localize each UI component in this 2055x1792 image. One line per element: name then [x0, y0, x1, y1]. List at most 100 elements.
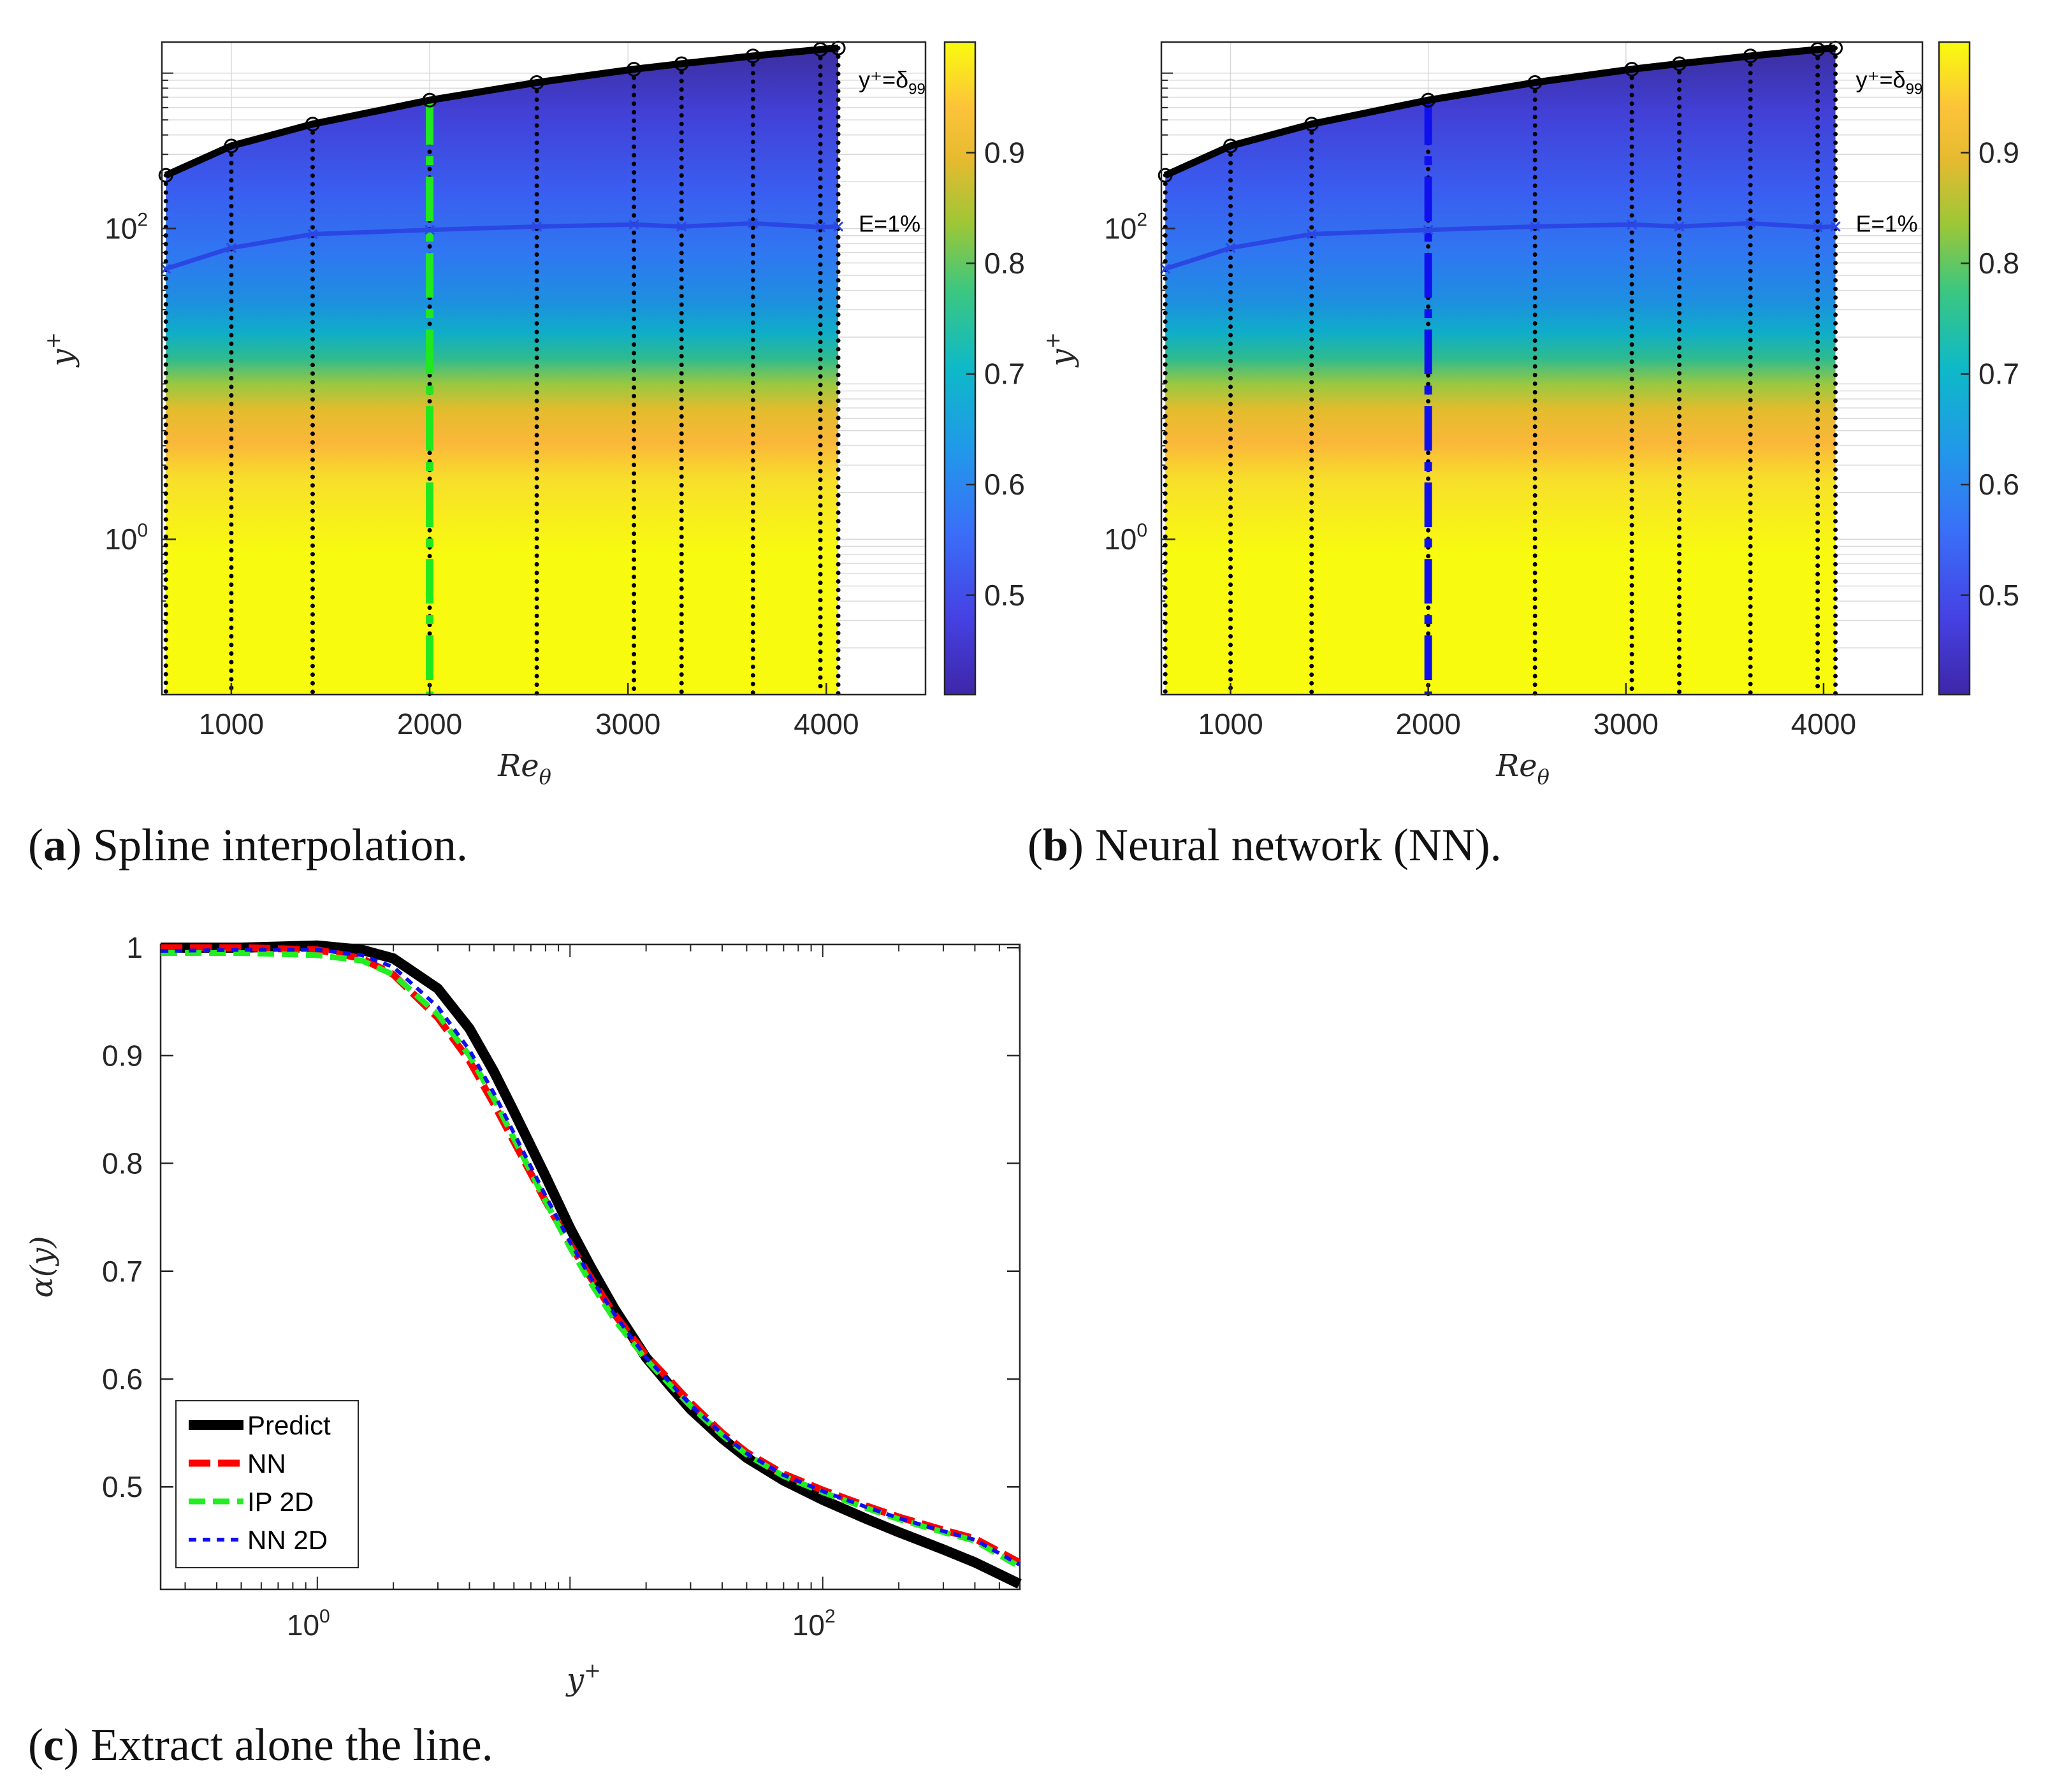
e1-marker [161, 263, 171, 274]
y-tick-label: 0.5 [102, 1470, 143, 1503]
colorbar-tick-label: 0.6 [1979, 468, 2019, 501]
delta99-marker [1624, 62, 1639, 77]
delta99-marker [674, 56, 689, 71]
colorbar-tick-label: 0.7 [984, 358, 1025, 391]
delta99-curve [164, 44, 839, 179]
heatmap-field [1165, 48, 1836, 695]
x-tick-label: 4000 [1791, 707, 1856, 741]
delta99-marker [224, 138, 239, 154]
delta99-marker [627, 62, 642, 77]
e1-marker [1674, 221, 1685, 232]
delta99-curve [1163, 44, 1836, 179]
e1-marker [532, 221, 542, 232]
e1-marker [748, 218, 759, 229]
colorbar-tick-label: 0.7 [1979, 358, 2019, 391]
e1-marker [1530, 221, 1541, 232]
x-tick-label: 100 [287, 1606, 330, 1642]
x-tick-label: 102 [792, 1606, 836, 1642]
e1-curve [165, 220, 839, 271]
y-tick-label: 0.6 [102, 1362, 143, 1396]
y-tick-label: 102 [105, 210, 148, 245]
colorbar-tick-label: 0.9 [1979, 136, 2019, 170]
e1-marker [1160, 263, 1171, 274]
panel-a-heatmap: 1000 2000 3000 4000 100 102 Reθ y+ y⁺=δ99 E=1% 0.5… [41, 40, 1025, 789]
e1-marker [628, 219, 639, 230]
y-tick-label: 0.8 [102, 1147, 143, 1180]
x-axis-label: Reθ [497, 748, 551, 789]
x-tick-label: 3000 [595, 707, 660, 741]
delta99-marker [1304, 117, 1319, 132]
y-tick-label: 0.9 [102, 1039, 143, 1072]
axes-frame [1160, 41, 1924, 696]
caption-c: (c) Extract alone the line. [28, 1719, 493, 1770]
x-tick-label: 1000 [1198, 707, 1263, 741]
legend-label: NN [247, 1449, 286, 1478]
colorbar-tick-label: 0.5 [984, 579, 1025, 612]
colorbar-tick-label: 0.8 [984, 247, 1025, 280]
e1-marker [226, 242, 236, 254]
delta99-marker [158, 168, 173, 183]
x-axis-label: Reθ [1495, 748, 1550, 789]
x-tick-label: 2000 [397, 707, 462, 741]
y-axis-label: α(y) [24, 1236, 60, 1298]
y-axis-label: y+ [41, 332, 80, 368]
x-tick-label: 3000 [1594, 707, 1659, 741]
legend-label: IP 2D [247, 1487, 314, 1517]
e1-marker [1306, 229, 1317, 240]
e1-marker [425, 224, 435, 235]
colorbar-tick-label: 0.5 [1979, 579, 2019, 612]
series-line-predict [161, 940, 1022, 1589]
e1-marker [1812, 222, 1823, 233]
colorbar [943, 41, 977, 696]
caption-a: (a) Spline interpolation. [28, 820, 468, 871]
y-tick-label: 100 [105, 520, 148, 556]
delta99-marker [813, 42, 828, 57]
series-line-ip-2d [161, 950, 1021, 1570]
delta99-marker [422, 92, 437, 108]
e1-marker [1745, 218, 1756, 229]
colorbar-tick-label: 0.8 [1979, 247, 2019, 280]
y-axis-label: y+ [1040, 332, 1080, 368]
colorbar [1938, 41, 1971, 696]
delta99-marker [745, 48, 760, 64]
delta99-marker [1421, 92, 1436, 108]
delta99-marker [1527, 75, 1543, 90]
e1-marker [1423, 224, 1434, 235]
e1-marker [676, 221, 687, 232]
axes-frame [161, 41, 927, 696]
legend-label: NN 2D [247, 1525, 328, 1555]
delta99-marker [1743, 48, 1758, 64]
e1-marker [1830, 221, 1841, 232]
x-tick-label: 4000 [794, 707, 859, 741]
heatmap-field [166, 48, 839, 695]
delta99-annotation: y⁺=δ99 [1856, 66, 1923, 98]
delta99-marker [1223, 138, 1238, 154]
delta99-marker [1810, 42, 1826, 57]
delta99-marker [1158, 168, 1173, 183]
y-tick-label: 102 [1104, 210, 1147, 245]
colorbar-tick-label: 0.9 [984, 136, 1025, 170]
delta99-marker [305, 117, 320, 132]
y-tick-label: 1 [126, 931, 143, 964]
e1-marker [815, 222, 826, 233]
series-line-nn-2d [161, 948, 1020, 1566]
x-axis-label: y+ [565, 1658, 601, 1698]
e1-marker [833, 221, 844, 232]
e1-marker [1225, 242, 1236, 254]
e1-annotation: E=1% [1856, 210, 1918, 236]
caption-b: (b) Neural network (NN). [1028, 820, 1502, 871]
legend-label: Predict [247, 1410, 331, 1440]
x-tick-label: 2000 [1396, 707, 1461, 741]
e1-curve [1165, 220, 1836, 271]
panel-b-heatmap: 1000 2000 3000 4000 100 102 Reθ y+ y⁺=δ99 E=1% 0.5… [1040, 40, 2019, 789]
panel-c-line-chart: 100 102 0.5 0.6 0.7 0.8 0.9 1 y+ α(y) Predict NN IP … [24, 931, 1022, 1698]
x-tick-label: 1000 [199, 707, 264, 741]
delta99-annotation: y⁺=δ99 [859, 66, 926, 98]
e1-marker [307, 229, 318, 240]
y-tick-label: 100 [1104, 520, 1147, 556]
e1-annotation: E=1% [859, 210, 920, 236]
delta99-marker [1672, 56, 1687, 71]
colorbar-tick-label: 0.6 [984, 468, 1025, 501]
e1-marker [1627, 219, 1637, 230]
